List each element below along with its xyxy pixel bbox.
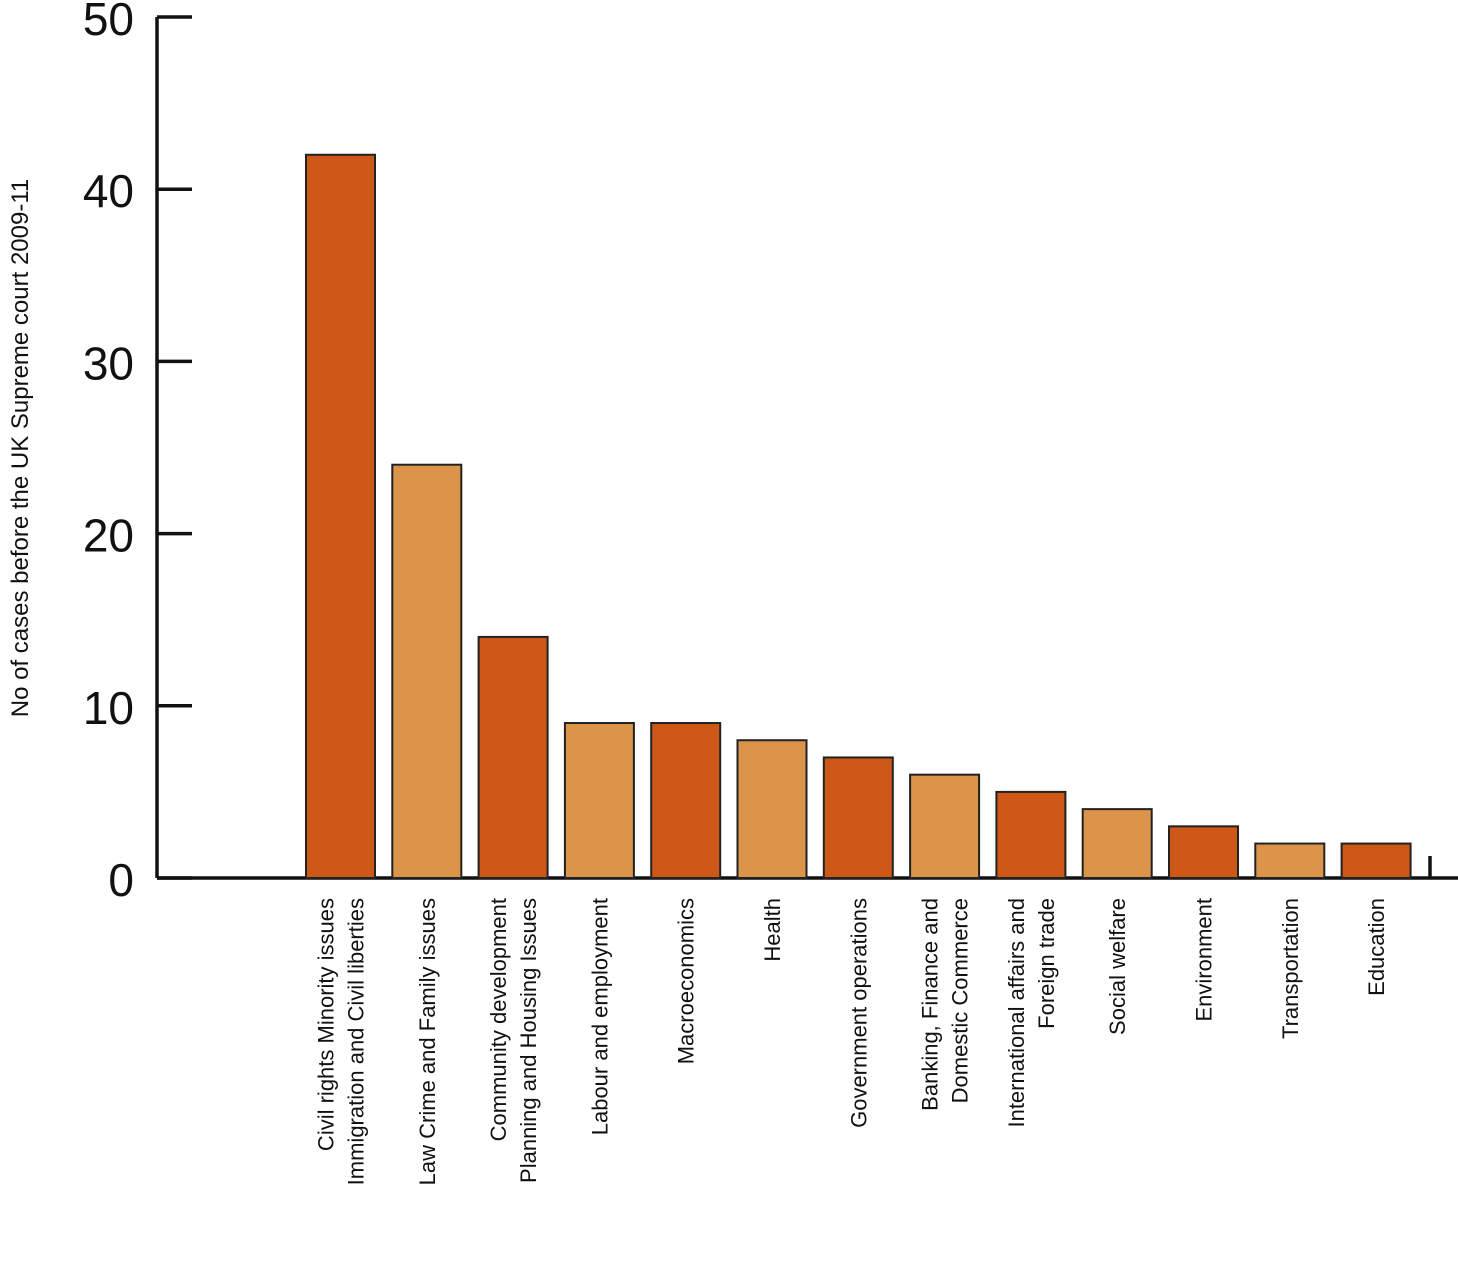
bar bbox=[1168, 825, 1239, 880]
x-tick-label: Government operations bbox=[846, 898, 871, 1128]
x-tick-label: Banking, Finance and Domestic Commerce bbox=[918, 898, 973, 1111]
bar bbox=[909, 773, 981, 879]
bar bbox=[563, 722, 635, 880]
bar bbox=[650, 722, 722, 880]
x-tick-label: Macroeconomics bbox=[674, 898, 699, 1064]
x-tick-label-line: Community development bbox=[486, 898, 511, 1141]
y-tick-label: 10 bbox=[83, 682, 134, 734]
x-tick-label-line: Foreign trade bbox=[1034, 898, 1059, 1029]
x-tick-label-line: Law Crime and Family issues bbox=[415, 898, 440, 1185]
x-tick-label-line: Labour and employment bbox=[587, 898, 612, 1135]
x-tick-label: Health bbox=[760, 898, 785, 962]
x-tick-label-line: Civil rights Minority issues bbox=[314, 898, 339, 1151]
bar bbox=[736, 739, 808, 879]
x-tick-label: Transportation bbox=[1278, 898, 1303, 1039]
x-tick-label-line: Education bbox=[1364, 898, 1389, 996]
x-tick-label: International affairs and Foreign trade bbox=[1004, 898, 1059, 1128]
x-tick-label-line: Environment bbox=[1192, 898, 1217, 1022]
x-tick-label: Civil rights Minority issues Immigration … bbox=[314, 898, 369, 1185]
x-tick-label: Labour and employment bbox=[587, 898, 612, 1135]
x-tick-label-line: Macroeconomics bbox=[674, 898, 699, 1064]
y-tick-label: 30 bbox=[83, 337, 134, 389]
bar bbox=[391, 463, 463, 879]
x-tick-label-line: Banking, Finance and bbox=[918, 898, 943, 1111]
x-tick-label-line: Government operations bbox=[846, 898, 871, 1128]
y-tick-label: 0 bbox=[108, 854, 134, 906]
bar bbox=[1340, 842, 1412, 879]
bar bbox=[822, 756, 894, 880]
x-tick-label: Education bbox=[1364, 898, 1389, 996]
bar bbox=[1254, 842, 1326, 879]
x-tick-label: Community development Planning and Housin… bbox=[486, 898, 541, 1183]
y-tick-label: 50 bbox=[83, 0, 134, 45]
bars bbox=[305, 153, 1412, 880]
x-tick-label-line: Social welfare bbox=[1105, 898, 1130, 1035]
bar bbox=[305, 153, 376, 879]
x-tick-label: Environment bbox=[1192, 898, 1217, 1022]
x-tick-label: Social welfare bbox=[1105, 898, 1130, 1035]
x-tick-label-line: Domestic Commerce bbox=[948, 898, 973, 1103]
x-tick-label-line: Health bbox=[760, 898, 785, 962]
y-axis-ticks: 0 10 20 30 40 50 bbox=[83, 0, 192, 906]
y-axis-title: No of cases before the UK Supreme court … bbox=[7, 179, 34, 718]
bar bbox=[477, 635, 549, 879]
y-tick-label: 40 bbox=[83, 165, 134, 217]
x-tick-label-line: Immigration and Civil liberties bbox=[344, 898, 369, 1185]
y-tick-label: 20 bbox=[83, 510, 134, 562]
x-tick-label: Law Crime and Family issues bbox=[415, 898, 440, 1185]
x-tick-label-line: Transportation bbox=[1278, 898, 1303, 1039]
bar bbox=[1081, 808, 1153, 879]
bar bbox=[995, 790, 1067, 880]
x-tick-label-line: International affairs and bbox=[1004, 898, 1029, 1128]
category-labels: Civil rights Minority issues Immigration … bbox=[314, 898, 1390, 1185]
x-tick-label-line: Planning and Housing Issues bbox=[516, 898, 541, 1183]
